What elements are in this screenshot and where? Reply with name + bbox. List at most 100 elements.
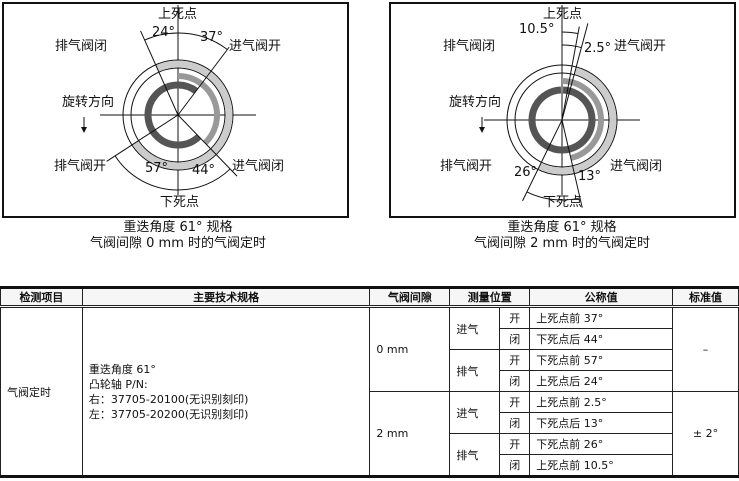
overlap-ring [528,86,596,154]
angle-label: 24° [152,25,176,40]
table-header-row: 检测项目 主要技术规格 气阀间隙 测量位置 公称值 标准值 [0,287,739,308]
outer-circle [130,67,226,163]
col-header: 气阀间隙 [369,287,451,308]
exhaust-ring [538,67,617,175]
valve-timing-diagrams [81,5,640,208]
spec-line: 凸轮轴 P/N: [88,377,148,391]
angle-label: 37° [200,30,224,45]
angle-label: 57° [145,161,169,176]
diagram-caption: 重迭角度 61° 规格 [123,220,233,235]
valve-timing-table: 检测项目 主要技术规格 气阀间隙 测量位置 公称值 标准值 气阀定时 重迭角度 … [0,286,739,478]
table-row: 闭上死点后 24° [1,370,739,392]
angle-dimension-arc [561,44,582,49]
table-row: 气阀定时 重迭角度 61° 凸轮轴 P/N: 右：37705-20100(无识别… [0,306,739,477]
value-cell: 上死点前 37° [529,306,674,329]
bdc-label: 下死点 [160,195,200,210]
angle-label: 26° [514,165,538,180]
pos-cell: 开 [499,306,531,329]
table-row: 闭下死点后 44° [1,328,739,350]
intake-open-label: 进气阀开 [614,39,667,54]
value-cell: 上死点前 2.5° [529,391,674,413]
col-header: 主要技术规格 [81,287,371,308]
spec-line: 左：37705-20200(无识别刻印) [88,407,249,421]
diagram-caption: 气阀间隙 2 mm 时的气阀定时 [474,236,650,251]
pos-cell: 闭 [499,412,531,434]
rotation-label: 旋转方向 [62,95,115,110]
intake-ring [177,73,220,146]
side-cell: 排气 [449,349,501,392]
standard-cell: – [672,306,739,392]
timing-line [522,119,563,202]
pos-cell: 开 [499,391,531,413]
angle-dimension-arc [526,191,563,201]
exhaust-ring [132,60,233,170]
side-cell: 排气 [449,433,501,477]
intake-ring [561,78,604,161]
spec-line: 重迭角度 61° [88,362,156,376]
table-row: 排气开下死点前 26° [1,433,739,477]
value-cell: 上死点前 10.5° [529,454,674,477]
col-header: 公称值 [529,287,674,308]
value-cell: 上死点后 24° [529,370,674,392]
outer-circle [506,64,618,176]
pos-cell: 闭 [499,370,531,392]
overlap-ring [144,81,202,149]
standard-cell: ± 2° [672,391,739,477]
angle-dimension-arc [177,168,231,191]
intake-open-label: 进气阀开 [229,39,282,54]
angle-dimension-arc [114,155,179,191]
value-cell: 下死点后 44° [529,328,674,350]
bdc-label: 下死点 [543,195,583,210]
diagram-left-frame [2,2,349,218]
timing-line [561,119,583,208]
col-header: 标准值 [672,287,739,308]
outer-circle [514,72,610,168]
rotation-arrow-icon [479,127,485,133]
col-header: 检测项目 [0,287,83,308]
table-row: 2 mm 进气 开 上死点前 2.5° ± 2° [1,391,739,477]
angle-label: 44° [192,163,216,178]
pos-cell: 开 [499,349,531,371]
angle-dimension-arc [561,197,581,201]
exhaust-open-label: 排气阀开 [440,159,493,174]
exhaust-open-label: 排气阀开 [54,159,107,174]
spec-cell: 重迭角度 61° 凸轮轴 P/N: 右：37705-20100(无识别刻印) 左… [81,306,371,477]
timing-line [177,46,230,116]
angle-dimension-arc [144,32,179,41]
col-header: 测量位置 [449,287,531,308]
intake-close-label: 进气阀闭 [232,159,285,174]
value-cell: 下死点后 13° [529,412,674,434]
pos-cell: 闭 [499,328,531,350]
angle-dimension-arc [561,31,579,34]
diagram-caption: 气阀间隙 0 mm 时的气阀定时 [90,236,266,251]
angle-label: 10.5° [519,22,555,37]
value-cell: 下死点前 57° [529,349,674,371]
rotation-arrow-icon [81,127,87,133]
timing-line [561,23,589,121]
outer-circle [122,59,234,171]
diagram-right-frame [389,2,736,218]
diagram-caption: 重迭角度 61° 规格 [507,220,617,235]
side-cell: 进气 [449,391,501,434]
value-cell: 下死点前 26° [529,433,674,455]
timing-line [106,114,179,162]
clearance-cell: 2 mm [369,391,451,477]
pos-cell: 开 [499,433,531,455]
timing-line [177,114,238,177]
item-cell: 气阀定时 [0,306,83,477]
angle-dimension-arc [177,32,228,50]
exhaust-close-label: 排气阀闭 [55,39,108,54]
pos-cell: 闭 [499,454,531,477]
table-row: 闭上死点前 10.5° [1,454,739,477]
timing-line [140,30,179,116]
clearance-cell: 0 mm [369,306,451,392]
tdc-label: 上死点 [543,7,583,22]
spec-line: 右：37705-20100(无识别刻印) [88,392,249,406]
rotation-label: 旋转方向 [449,95,502,110]
intake-close-label: 进气阀闭 [610,159,663,174]
timing-line [561,26,580,121]
side-cell: 进气 [449,306,501,350]
tdc-label: 上死点 [158,7,198,22]
angle-label: 13° [578,169,602,184]
angle-label: 2.5° [584,41,612,56]
